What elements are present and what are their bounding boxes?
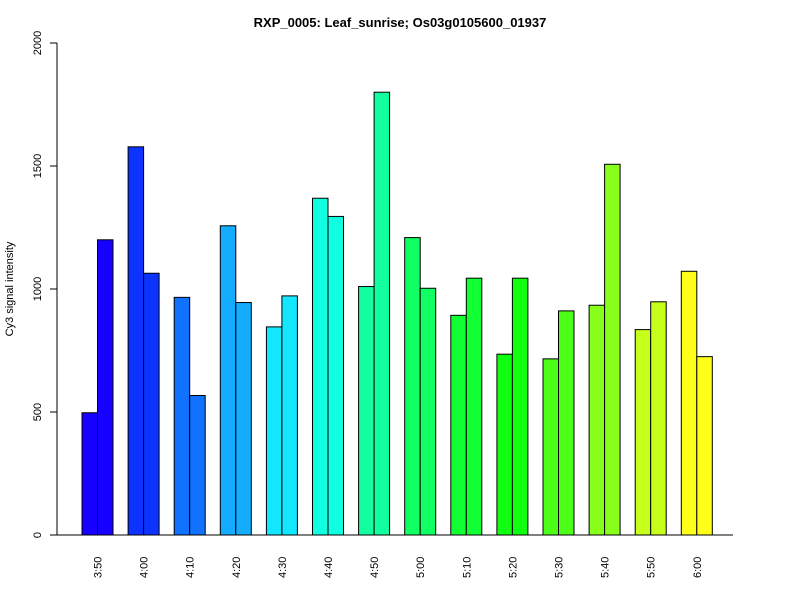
bar bbox=[281, 295, 298, 536]
x-tick-label: 4:00 bbox=[139, 557, 151, 578]
bar bbox=[634, 329, 652, 536]
bars-group bbox=[81, 91, 713, 536]
x-tick-label: 5:10 bbox=[461, 557, 473, 578]
bar bbox=[680, 270, 698, 536]
x-tick-label: 5:20 bbox=[507, 557, 519, 578]
bar bbox=[143, 272, 160, 536]
chart-title: RXP_0005: Leaf_sunrise; Os03g0105600_019… bbox=[254, 15, 547, 30]
y-axis-label: Cy3 signal intensity bbox=[4, 241, 16, 336]
x-tick-label: 6:00 bbox=[692, 557, 704, 578]
x-axis: 3:50 4:00 4:10 4:20 4:30 4:40 4:50 5:00 5:10 5:20… bbox=[57, 534, 733, 578]
bar bbox=[465, 277, 483, 536]
bar bbox=[511, 277, 529, 536]
y-tick-label: 2000 bbox=[32, 31, 44, 55]
bar bbox=[189, 395, 206, 536]
x-tick-label: 4:10 bbox=[185, 557, 197, 578]
x-tick-label: 4:20 bbox=[231, 557, 243, 578]
bar bbox=[558, 310, 575, 536]
x-tick-label: 5:40 bbox=[600, 557, 612, 578]
bar bbox=[81, 412, 98, 536]
bar bbox=[450, 314, 467, 536]
x-tick-label: 4:40 bbox=[323, 557, 335, 578]
bar bbox=[696, 356, 713, 536]
bar bbox=[404, 237, 421, 536]
bar bbox=[419, 287, 437, 536]
bar bbox=[604, 163, 621, 536]
bar bbox=[219, 225, 237, 536]
bar bbox=[650, 301, 667, 536]
y-axis: 0 500 1000 1500 2000 bbox=[32, 31, 58, 538]
bar bbox=[97, 239, 114, 536]
bar bbox=[588, 304, 606, 536]
x-tick-label: 4:30 bbox=[277, 557, 289, 578]
bar bbox=[312, 197, 329, 536]
bar bbox=[542, 358, 559, 536]
y-tick-label: 1000 bbox=[32, 277, 44, 301]
bar bbox=[265, 326, 283, 536]
bar bbox=[358, 286, 375, 536]
x-tick-label: 3:50 bbox=[93, 557, 105, 578]
bar bbox=[127, 146, 145, 536]
x-tick-label: 4:50 bbox=[369, 557, 381, 578]
y-tick-label: 500 bbox=[32, 403, 44, 421]
y-tick-label: 0 bbox=[32, 532, 44, 538]
bar bbox=[173, 296, 191, 536]
x-tick-label: 5:30 bbox=[554, 557, 566, 578]
bar bbox=[327, 215, 344, 536]
bar bbox=[496, 353, 513, 536]
x-tick-label: 5:50 bbox=[646, 557, 658, 578]
y-tick-label: 1500 bbox=[32, 154, 44, 178]
x-tick-label: 5:00 bbox=[415, 557, 427, 578]
bar bbox=[373, 91, 391, 536]
bar bbox=[235, 302, 252, 536]
